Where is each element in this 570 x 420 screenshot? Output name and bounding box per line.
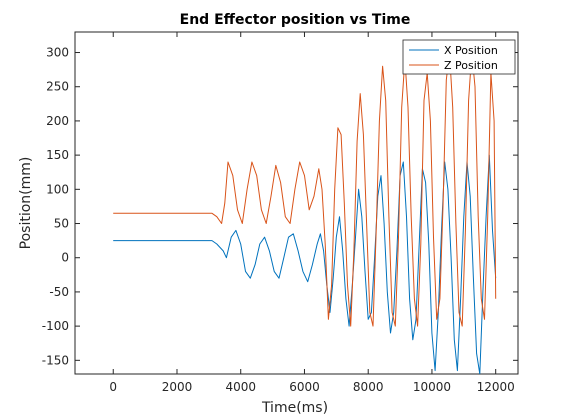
series-line-z-position <box>113 52 497 327</box>
y-tick-label: 50 <box>54 217 69 231</box>
legend: X Position Z Position <box>402 39 516 75</box>
x-axis-label: Time(ms) <box>261 400 328 416</box>
x-tick-label: 10000 <box>413 380 451 394</box>
x-axis-ticks: 0 2000 4000 6000 8000 10000 12000 <box>109 32 515 394</box>
y-tick-label: -100 <box>42 319 69 333</box>
series-line-x-position <box>113 154 497 374</box>
y-tick-label: 200 <box>46 114 69 128</box>
x-tick-label: 8000 <box>353 380 384 394</box>
y-tick-label: -50 <box>49 285 69 299</box>
x-tick-label: 4000 <box>225 380 256 394</box>
y-tick-label: 300 <box>46 46 69 60</box>
x-tick-label: 0 <box>109 380 117 394</box>
legend-label: Z Position <box>444 59 498 72</box>
plot-area: 0 2000 4000 6000 8000 10000 12000 -150-100-500… <box>42 31 519 394</box>
y-tick-label: 250 <box>46 80 69 94</box>
chart-title: End Effector position vs Time <box>180 12 411 28</box>
x-tick-label: 12000 <box>477 380 515 394</box>
legend-label: X Position <box>444 44 498 57</box>
x-tick-label: 6000 <box>289 380 320 394</box>
series-layer <box>113 52 497 374</box>
plot-frame <box>74 31 519 375</box>
legend-box <box>402 39 516 75</box>
y-tick-label: 100 <box>46 182 69 196</box>
y-tick-label: 150 <box>46 148 69 162</box>
y-tick-label: -150 <box>42 353 69 367</box>
y-axis-ticks: -150 -100 -50 0 50 100 150 200 250 300 <box>42 46 518 367</box>
x-tick-label: 2000 <box>162 380 193 394</box>
y-axis-label: Position(mm) <box>18 157 34 250</box>
y-tick-label: 0 <box>61 251 69 265</box>
